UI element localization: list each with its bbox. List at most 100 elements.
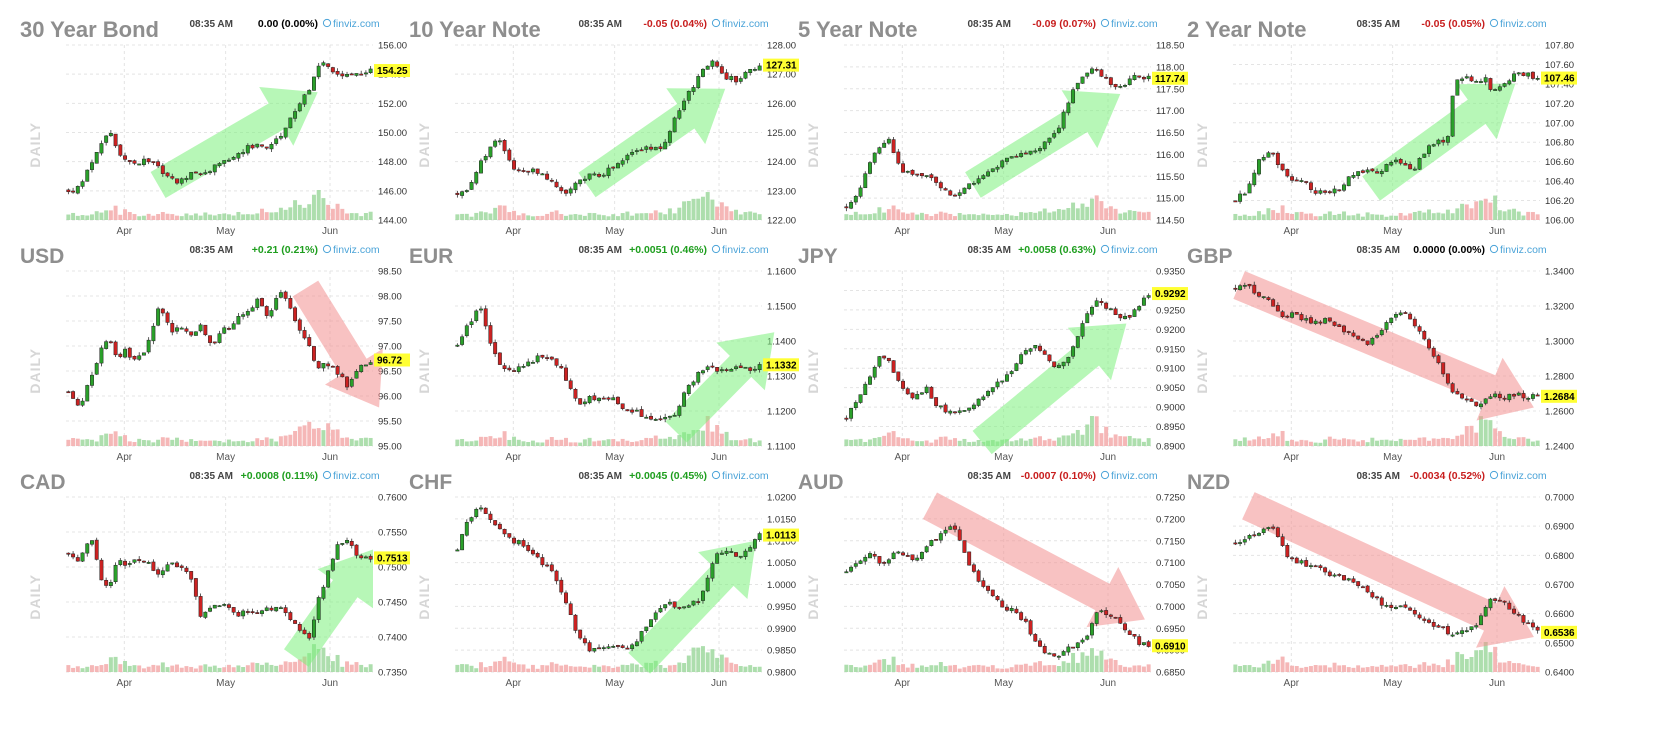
- candle-body: [1042, 141, 1047, 150]
- candle-body: [540, 173, 545, 176]
- timestamp: 08:35 AM: [967, 19, 1011, 30]
- volume-bar: [615, 441, 620, 446]
- volume-bar: [1146, 664, 1151, 672]
- candle-body: [1422, 331, 1427, 340]
- candle-body: [1398, 605, 1403, 608]
- volume-bar: [1014, 215, 1019, 220]
- volume-bar: [719, 654, 724, 672]
- candle-body: [464, 521, 469, 536]
- finviz-source-link[interactable]: finviz.com: [333, 470, 380, 482]
- candle-body: [1445, 626, 1450, 635]
- finviz-source-link[interactable]: finviz.com: [333, 244, 380, 256]
- y-tick-label: 1.1100: [767, 442, 795, 453]
- candle-body: [479, 308, 483, 311]
- candle-body: [530, 168, 535, 173]
- y-tick-label: 116.00: [1156, 150, 1184, 161]
- volume-bar: [1507, 661, 1512, 672]
- candle-body: [1337, 189, 1342, 192]
- chart-panel[interactable]: 0.7250 0.7200 0.7150 0.7100 0.7050 0.7000 0.69…: [796, 462, 1196, 697]
- finviz-source-link[interactable]: finviz.com: [1500, 18, 1547, 30]
- last-price-highlight: [1541, 71, 1577, 85]
- candle-body: [724, 550, 729, 554]
- chart-panel[interactable]: 0.93500.93000.92500.92000.91500.91000.90…: [796, 236, 1196, 471]
- candle-body: [905, 555, 910, 557]
- candle-body: [1474, 81, 1479, 83]
- volume-bar: [288, 662, 293, 672]
- candle-body: [948, 190, 953, 196]
- chart-panel[interactable]: 118.50 118.00 117.50 117.00 116.50 116.00 115.…: [796, 10, 1196, 245]
- volume-bar: [278, 664, 283, 672]
- candle-body: [288, 117, 293, 129]
- chart-panel[interactable]: 156.00154.00152.00150.00148.00146.00144.…: [18, 10, 418, 245]
- finviz-source-link[interactable]: finviz.com: [333, 18, 380, 30]
- candle-body: [222, 327, 227, 334]
- chart-panel[interactable]: 1.3400 1.3200 1.3000 1.2800 1.2600 1.2400 Apr M…: [1185, 236, 1585, 471]
- candle-body: [1526, 397, 1531, 400]
- candle-body: [886, 357, 891, 362]
- candle-body: [606, 167, 611, 177]
- change-value: +0.0008 (0.11%): [241, 470, 318, 482]
- candle-body: [283, 607, 288, 614]
- volume-bar: [1294, 441, 1299, 446]
- candle-body: [1427, 619, 1431, 623]
- chart-panel[interactable]: 1.0200 1.0150 1.0100 1.0050 1.0000 0.9950 0.99…: [407, 462, 807, 697]
- timestamp: 08:35 AM: [189, 19, 233, 30]
- y-tick-label: 0.9200: [1156, 325, 1185, 336]
- candle-body: [611, 645, 616, 648]
- chart-panel[interactable]: 107.80 107.60 107.40 107.20 107.00 106.80 106.…: [1185, 10, 1585, 245]
- volume-bar: [853, 439, 858, 446]
- volume-bar: [1085, 206, 1090, 220]
- x-month-label: Apr: [506, 226, 522, 237]
- candle-body: [1502, 600, 1507, 603]
- volume-bar: [748, 211, 753, 220]
- y-tick-label: 0.9350: [1156, 267, 1185, 278]
- volume-bar: [1445, 659, 1450, 672]
- volume-bar: [738, 214, 743, 220]
- candle-body: [231, 157, 236, 160]
- finviz-source-link[interactable]: finviz.com: [722, 244, 769, 256]
- volume-bar: [967, 214, 972, 220]
- finviz-source-link[interactable]: finviz.com: [1111, 244, 1158, 256]
- volume-bar: [1408, 666, 1413, 672]
- finviz-source-link[interactable]: finviz.com: [1500, 470, 1547, 482]
- volume-bar: [1313, 664, 1318, 672]
- candle-body: [512, 370, 516, 372]
- finviz-source-link[interactable]: finviz.com: [1111, 18, 1158, 30]
- volume-bar: [89, 439, 94, 446]
- candle-body: [738, 555, 743, 558]
- candle-body: [1294, 312, 1299, 315]
- candle-body: [80, 400, 85, 406]
- finviz-source-link[interactable]: finviz.com: [722, 470, 769, 482]
- candle-body: [345, 73, 349, 77]
- volume-bar: [99, 212, 104, 220]
- volume-bar: [1469, 208, 1474, 220]
- volume-bar: [335, 429, 340, 446]
- finviz-source-link[interactable]: finviz.com: [1500, 244, 1547, 256]
- volume-bar: [189, 215, 194, 220]
- candle-body: [1294, 179, 1299, 182]
- volume-bar: [896, 665, 901, 672]
- volume-bar: [123, 435, 128, 446]
- volume-bar: [896, 437, 901, 446]
- volume-bar: [1104, 208, 1109, 220]
- volume-bar: [1242, 214, 1247, 220]
- finviz-source-link[interactable]: finviz.com: [722, 18, 769, 30]
- candle-body: [578, 179, 583, 185]
- trend-arrow: [1242, 492, 1534, 648]
- candle-body: [1009, 371, 1014, 375]
- volume-bar: [1108, 206, 1113, 220]
- chart-panel[interactable]: 0.7600 0.7550 0.7500 0.7450 0.7400 0.7350 Apr M…: [18, 462, 418, 697]
- chart-panel[interactable]: 98.50 98.00 97.50 97.00 96.50 96.00 95.50 95.00…: [18, 236, 418, 471]
- candle-body: [738, 78, 743, 82]
- finviz-source-link[interactable]: finviz.com: [1111, 470, 1158, 482]
- candle-body: [208, 607, 213, 612]
- volume-bar: [302, 656, 307, 672]
- candle-body: [507, 533, 512, 538]
- chart-title: GBP: [1187, 245, 1233, 268]
- volume-bar: [1308, 666, 1313, 672]
- chart-panel[interactable]: 1.1600 1.1500 1.1400 1.1300 1.1200 1.1100 Apr M…: [407, 236, 807, 471]
- candle-body: [1535, 78, 1540, 80]
- chart-panel[interactable]: 128.00 127.00 126.00 125.00 124.00 123.00 122.…: [407, 10, 807, 245]
- chart-panel[interactable]: 0.7000 0.6900 0.6800 0.6700 0.6600 0.6500 0.64…: [1185, 462, 1585, 697]
- volume-bar: [1000, 214, 1005, 220]
